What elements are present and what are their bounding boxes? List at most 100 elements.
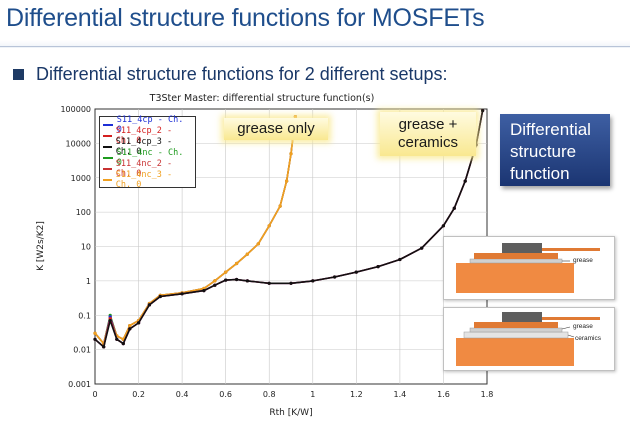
- legend-swatch: [103, 123, 113, 126]
- setup-grease-diagram: grease: [443, 236, 615, 300]
- series-point: [289, 152, 293, 156]
- legend-entry: S11_4cp - Ch. 0: [103, 115, 192, 135]
- x-tick-label: 1: [310, 390, 315, 399]
- legend-entry: S11_4nc - Ch. 0: [103, 148, 192, 168]
- series-point: [398, 257, 402, 262]
- series-point: [158, 294, 162, 299]
- legend-label: S11_4nc_3 - Ch. 0: [115, 169, 173, 190]
- series-point: [293, 115, 297, 119]
- series-point: [147, 303, 151, 307]
- y-tick-label: 1000: [71, 174, 91, 183]
- legend-entry: S11_4nc_2 - Ch. 0: [103, 159, 192, 179]
- y-tick-label: 0.001: [68, 380, 91, 389]
- grease-ceramics-setup-illustration: [456, 312, 600, 366]
- ceramics-layer: [463, 331, 569, 339]
- series-point: [463, 179, 467, 183]
- series-point: [278, 204, 282, 208]
- series-point: [108, 319, 112, 323]
- data-series: [93, 109, 485, 349]
- series-point: [213, 283, 217, 287]
- x-tick-label: 1.4: [394, 390, 407, 399]
- chart-legend: S11_4cp - Ch. 0 S11_4cp_2 - Ch. 0 S11_4cp_…: [99, 115, 196, 190]
- legend-label: S11_4nc_2 - Ch. 0: [115, 158, 173, 179]
- tick-labels: 0 0.2 0.4 0.6 0.8 1 1.2 1.4 1.6 1.8 0.001 0.01 0.1 1 1…: [60, 105, 493, 399]
- dsf-line-1: Differential: [510, 120, 591, 139]
- legend-swatch: [103, 134, 112, 137]
- series-point: [285, 179, 289, 183]
- dsf-line-2: structure: [510, 142, 577, 161]
- y-tick-label: 0.01: [73, 346, 91, 355]
- series-point: [452, 206, 456, 210]
- series-point: [128, 327, 132, 331]
- series-point: [354, 270, 358, 274]
- grease-ceramics-line-1: grease +: [398, 116, 458, 133]
- mosfet-tab-2: [474, 322, 558, 328]
- series-point: [224, 278, 228, 282]
- x-tick-label: 0.4: [176, 390, 189, 399]
- heatsink-block: [456, 263, 574, 293]
- series-point: [333, 275, 337, 279]
- legend-swatch: [103, 167, 112, 170]
- title-divider: [0, 46, 630, 47]
- series-point: [376, 265, 380, 269]
- grease-only-callout: grease only: [224, 118, 328, 140]
- legend-label: S11_4cp - Ch. 0: [116, 114, 184, 135]
- grease-ceramics-line-2: ceramics: [397, 134, 458, 151]
- grease-ceramics-callout: grease + ceramics: [380, 112, 476, 156]
- ceramics-label: ceramics: [575, 335, 602, 342]
- series-point: [420, 246, 424, 250]
- series-point: [213, 279, 217, 283]
- series-point: [235, 277, 239, 282]
- legend-label: S11_4nc - Ch. 0: [116, 147, 184, 168]
- x-tick-label: 1.8: [481, 390, 494, 399]
- y-tick-label: 1: [86, 277, 91, 286]
- setup-grease-ceramics-diagram: grease ceramics: [443, 307, 615, 371]
- grease-layer: [469, 258, 563, 264]
- slide-title: Differential structure functions for MOS…: [6, 4, 485, 32]
- series-point: [245, 252, 249, 256]
- x-tick-label: 1.2: [350, 390, 363, 399]
- grease-label-2: grease: [573, 323, 593, 330]
- grease-setup-illustration: [456, 243, 600, 293]
- grease-layer-2: [469, 327, 563, 333]
- differential-structure-function-label: Differential structure function: [500, 114, 610, 186]
- x-tick-label: 0.2: [132, 390, 145, 399]
- legend-label: S11_4cp_3 - Ch. 0: [115, 136, 173, 157]
- y-tick-label: 0.1: [78, 311, 91, 320]
- x-tick-label: 0.6: [219, 390, 232, 399]
- series-point: [235, 261, 239, 266]
- dsf-line-3: function: [510, 164, 570, 183]
- series-point: [93, 337, 97, 341]
- mosfet-lead: [542, 248, 600, 251]
- series-point: [289, 281, 293, 285]
- mosfet-body-2: [502, 312, 542, 322]
- series-point: [137, 321, 141, 325]
- series-line-3: [94, 110, 484, 348]
- series-point: [441, 224, 445, 228]
- x-tick-label: 1.6: [437, 390, 450, 399]
- legend-swatch: [103, 145, 112, 148]
- mosfet-lead-2: [542, 317, 600, 320]
- series-point: [245, 279, 249, 283]
- heatsink-block-2: [456, 338, 574, 366]
- title-band: [0, 40, 630, 48]
- y-tick-label: 100: [76, 208, 91, 217]
- series-point: [481, 109, 485, 113]
- bullet-square-icon: [13, 69, 24, 80]
- series-point: [128, 324, 132, 328]
- bullet-item: Differential structure functions for 2 d…: [13, 64, 448, 85]
- series-point: [256, 242, 260, 246]
- bullet-text: Differential structure functions for 2 d…: [36, 64, 448, 84]
- y-tick-label: 10: [81, 243, 91, 252]
- legend-swatch: [103, 178, 112, 181]
- series-point: [202, 289, 206, 293]
- series-point: [180, 292, 184, 296]
- chart-title: T3Ster Master: differential structure fu…: [149, 93, 375, 104]
- legend-entry: S11_4nc_3 - Ch. 0: [103, 170, 192, 190]
- legend-entry: S11_4cp_3 - Ch. 0: [103, 137, 192, 157]
- legend-entry: S11_4cp_2 - Ch. 0: [103, 126, 192, 146]
- series-point: [267, 224, 271, 228]
- series-point: [311, 279, 315, 283]
- legend-swatch: [103, 156, 113, 159]
- series-point: [102, 345, 106, 349]
